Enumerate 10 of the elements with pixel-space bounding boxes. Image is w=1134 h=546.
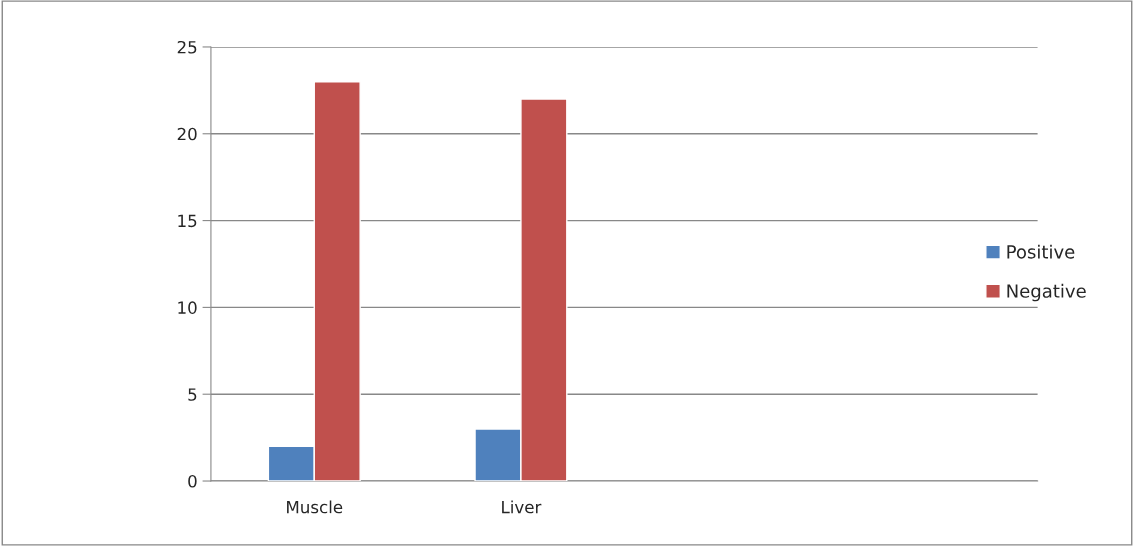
y-tick-label: 25 bbox=[177, 40, 197, 54]
y-tick-label: 20 bbox=[177, 127, 197, 141]
x-tick-label: Muscle bbox=[287, 500, 343, 514]
y-tick-label: 15 bbox=[178, 214, 197, 228]
y-tick-label: 10 bbox=[178, 301, 197, 314]
x-tick-label: Liver bbox=[502, 500, 542, 514]
legend-label: Positive bbox=[1007, 244, 1075, 259]
y-tick-label: 0 bbox=[188, 474, 197, 488]
legend-label: Negative bbox=[1007, 283, 1086, 302]
y-tick-label: 5 bbox=[188, 388, 197, 401]
